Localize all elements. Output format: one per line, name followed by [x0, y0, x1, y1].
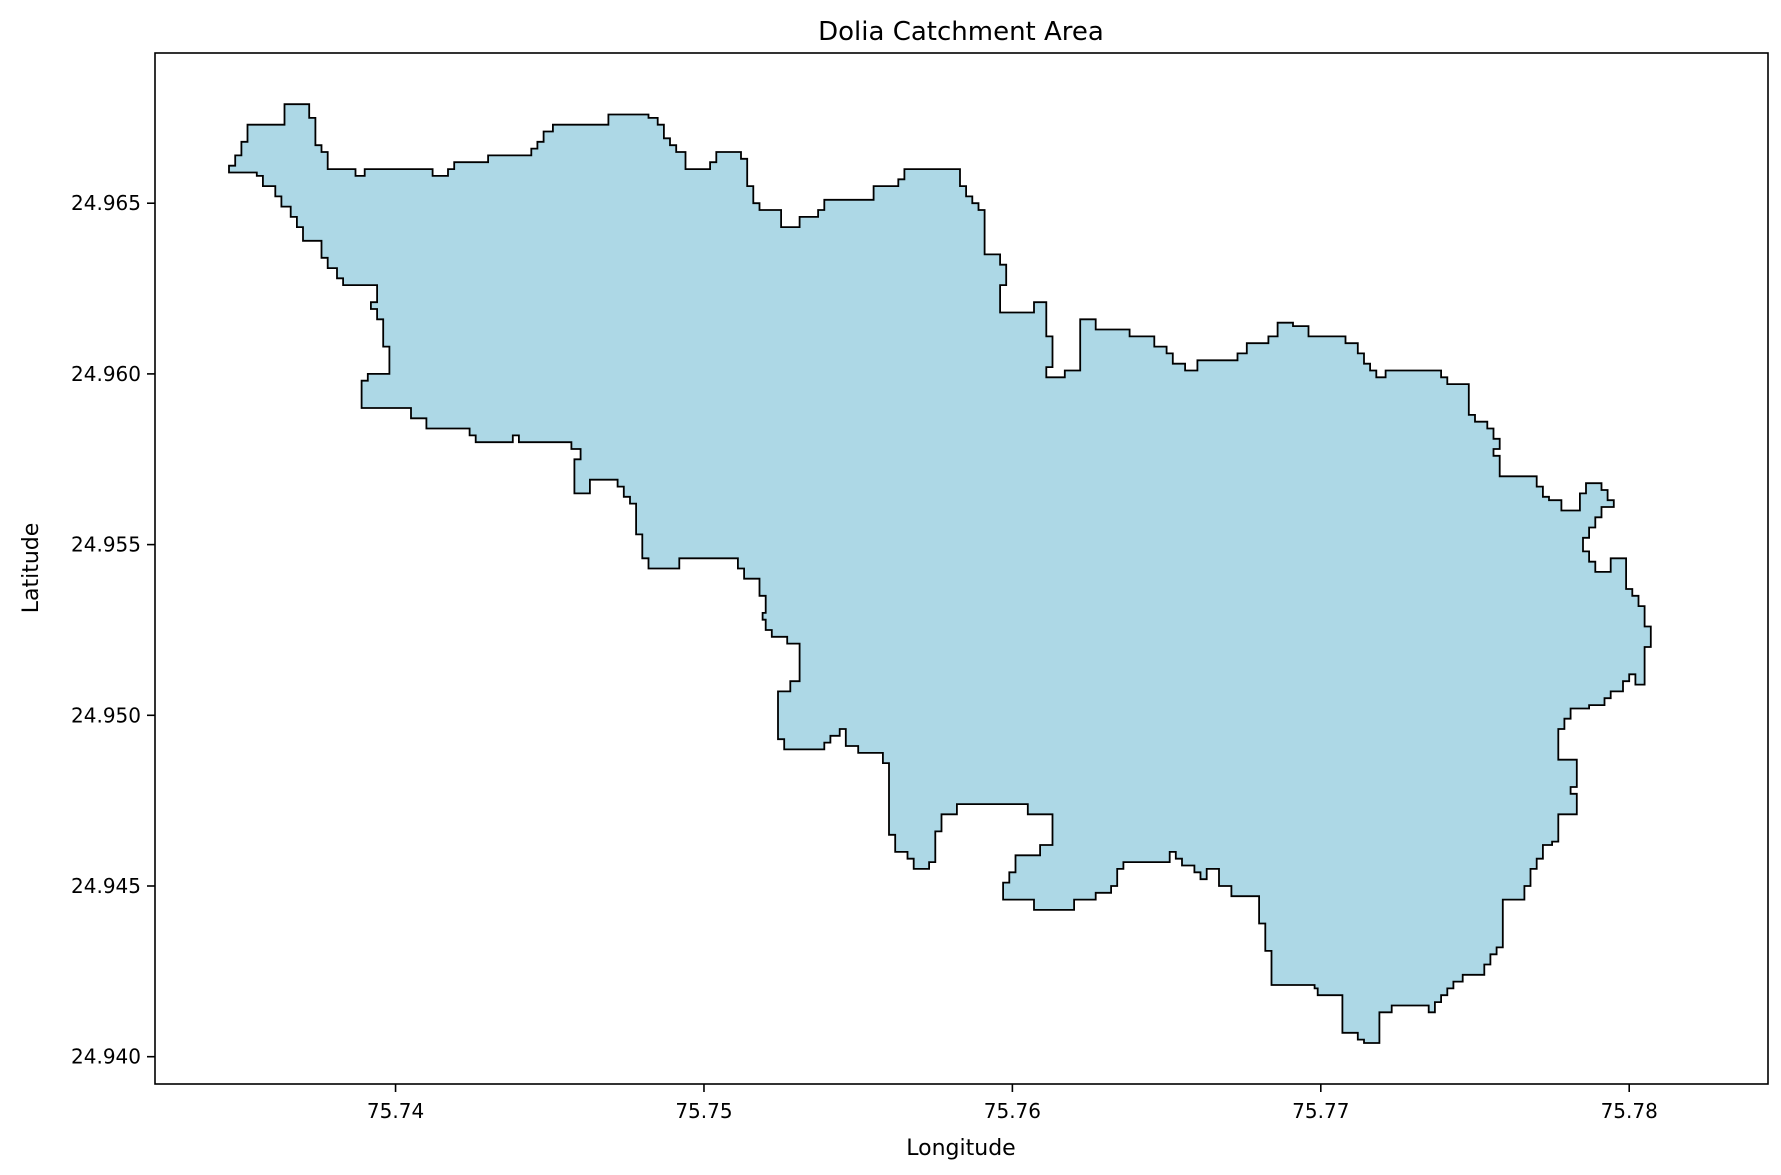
y-tick-label: 24.950 — [71, 703, 141, 727]
x-tick-label: 75.75 — [675, 1099, 732, 1123]
x-tick-label: 75.78 — [1601, 1099, 1658, 1123]
region-layer — [228, 103, 1652, 1044]
x-axis-label: Longitude — [906, 1136, 1015, 1161]
x-ticks: 75.74 75.75 75.76 75.77 75.78 — [367, 1084, 1658, 1123]
catchment-polygon — [228, 103, 1652, 1044]
x-tick-label: 75.74 — [367, 1099, 424, 1123]
chart-title: Dolia Catchment Area — [818, 17, 1104, 47]
y-tick-label: 24.965 — [71, 191, 141, 215]
y-tick-label: 24.955 — [71, 533, 141, 557]
x-tick-label: 75.77 — [1292, 1099, 1349, 1123]
x-tick-label: 75.76 — [984, 1099, 1041, 1123]
y-tick-label: 24.940 — [71, 1045, 141, 1069]
y-axis-label: Latitude — [19, 523, 44, 614]
y-tick-label: 24.945 — [71, 874, 141, 898]
y-ticks: 24.940 24.945 24.950 24.955 24.960 24.965 — [71, 191, 155, 1069]
axes-frame — [154, 52, 1769, 1085]
y-tick-label: 24.960 — [71, 362, 141, 386]
